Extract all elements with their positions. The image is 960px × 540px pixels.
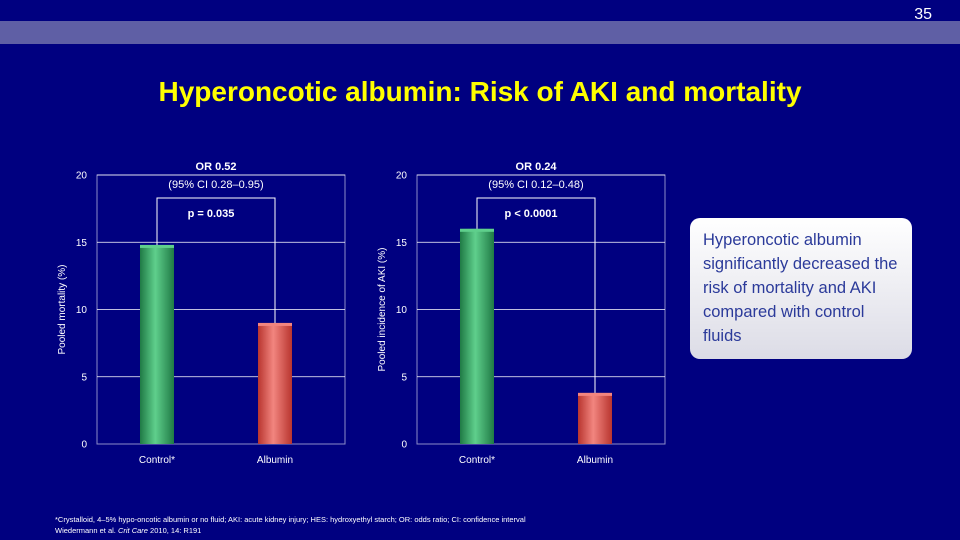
y-axis-label: Pooled mortality (%) bbox=[57, 264, 68, 354]
footnotes: *Crystalloid, 4–5% hypo-oncotic albumin … bbox=[55, 514, 526, 536]
slide-number: 35 bbox=[914, 6, 932, 23]
reference-authors: Wiedermann et al. bbox=[55, 526, 118, 535]
bar-albumin bbox=[258, 322, 292, 444]
p-value-label: p = 0.035 bbox=[188, 208, 235, 220]
y-tick-label: 20 bbox=[76, 171, 88, 182]
y-tick-label: 10 bbox=[396, 305, 408, 316]
y-tick-label: 10 bbox=[76, 305, 88, 316]
reference-details: 2010, 14: R191 bbox=[147, 526, 202, 535]
x-tick-label: Control* bbox=[139, 455, 175, 466]
mortality-chart: 0 5 10 15 20 Pooled mortality (%) Control* Albu… bbox=[57, 161, 346, 466]
significance-bracket bbox=[156, 197, 276, 323]
y-tick-label: 0 bbox=[401, 440, 407, 451]
confidence-interval-label: (95% CI 0.28–0.95) bbox=[168, 179, 263, 191]
bar-albumin bbox=[578, 392, 612, 444]
footnote-abbreviations: *Crystalloid, 4–5% hypo-oncotic albumin … bbox=[55, 515, 526, 524]
y-tick-label: 0 bbox=[81, 440, 87, 451]
header-band bbox=[0, 21, 960, 44]
significance-bracket bbox=[476, 197, 596, 393]
y-axis-label: Pooled incidence of AKI (%) bbox=[377, 248, 388, 372]
bar-cap bbox=[258, 322, 292, 326]
y-tick-label: 15 bbox=[76, 238, 88, 249]
x-tick-label: Albumin bbox=[257, 455, 293, 466]
reference-journal: Crit Care bbox=[117, 526, 148, 535]
bar-cap bbox=[578, 392, 612, 396]
bar-cap bbox=[460, 228, 494, 232]
bar-cap bbox=[140, 244, 174, 248]
bar-control bbox=[140, 244, 174, 444]
odds-ratio-label: OR 0.52 bbox=[196, 161, 237, 173]
y-tick-label: 5 bbox=[81, 372, 87, 383]
confidence-interval-label: (95% CI 0.12–0.48) bbox=[488, 179, 583, 191]
odds-ratio-label: OR 0.24 bbox=[516, 161, 558, 173]
y-tick-label: 20 bbox=[396, 171, 408, 182]
footnote-reference: Wiedermann et al. Crit Care 2010, 14: R1… bbox=[55, 525, 526, 536]
x-tick-label: Control* bbox=[459, 455, 495, 466]
x-tick-label: Albumin bbox=[577, 455, 613, 466]
p-value-label: p < 0.0001 bbox=[505, 208, 558, 220]
y-tick-label: 15 bbox=[396, 238, 408, 249]
bar-control bbox=[460, 228, 494, 444]
slide-title: Hyperoncotic albumin: Risk of AKI and mo… bbox=[158, 76, 802, 107]
aki-chart: 0 5 10 15 20 Pooled incidence of AKI (%) Contr… bbox=[377, 161, 666, 466]
y-tick-label: 5 bbox=[401, 372, 407, 383]
key-finding-callout: Hyperoncotic albumin significantly decre… bbox=[690, 218, 912, 359]
